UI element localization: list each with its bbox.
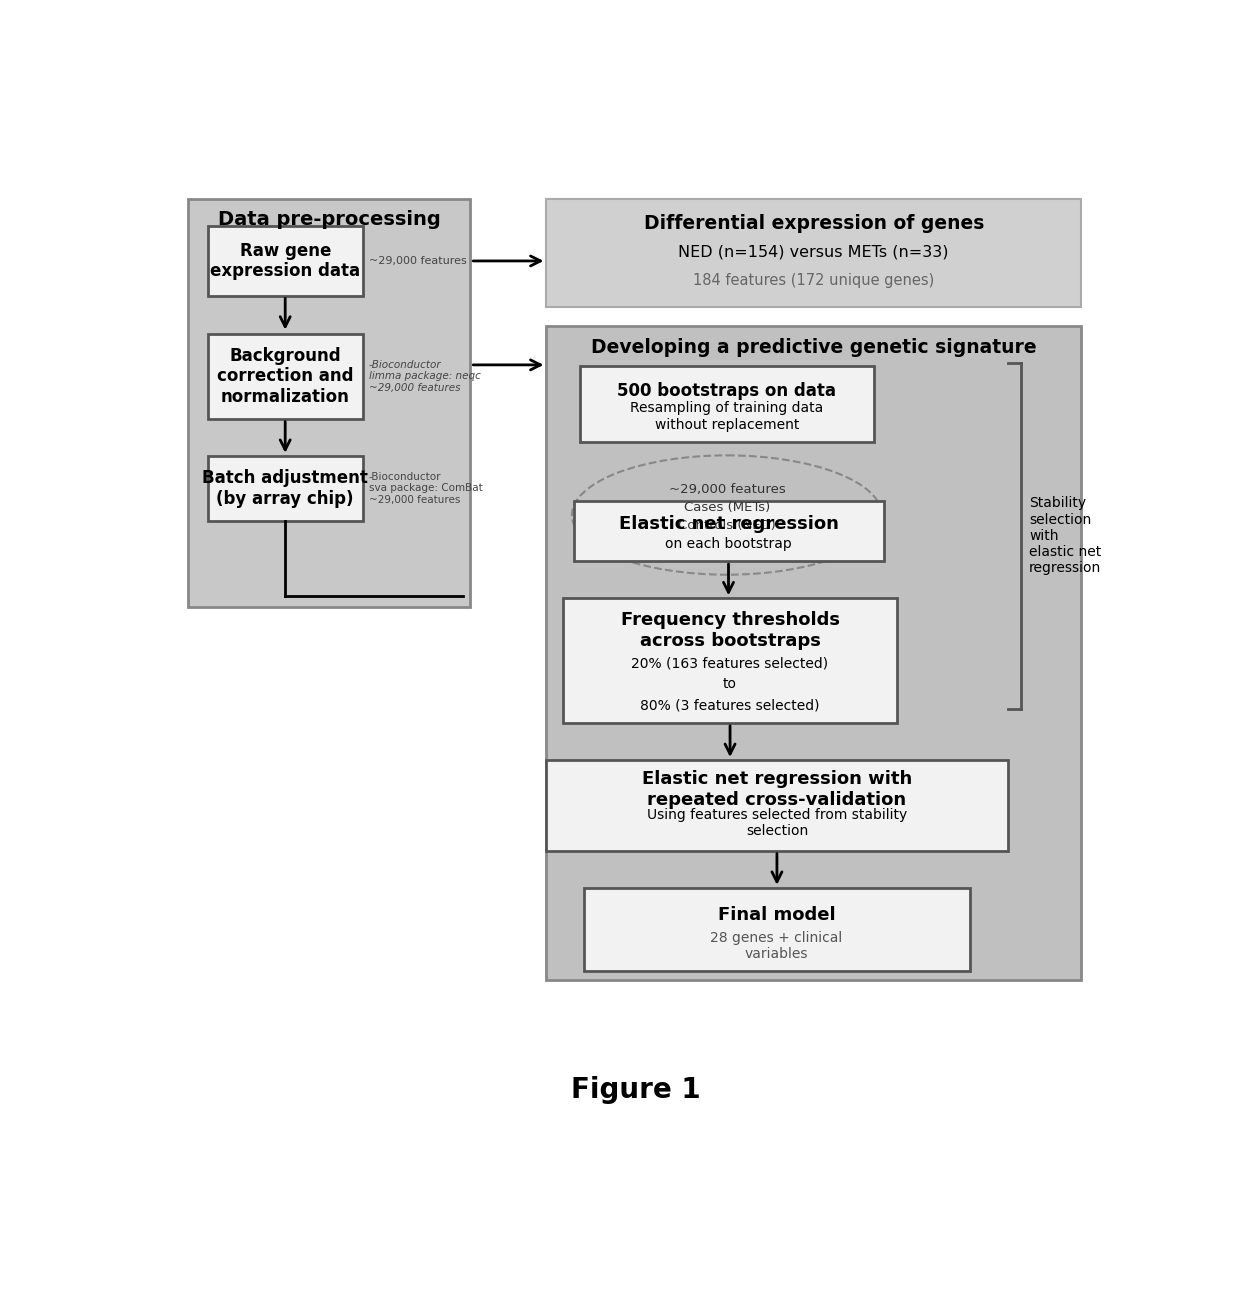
Bar (547, 761, 1007, 851)
Bar (580, 366, 874, 442)
Text: -Bioconductor
sva package: ComBat
~29,000 features: -Bioconductor sva package: ComBat ~29,00… (370, 472, 482, 505)
Text: Resampling of training data
without replacement: Resampling of training data without repl… (630, 401, 823, 432)
Text: Elastic net regression: Elastic net regression (619, 516, 838, 534)
Text: Elastic net regression with
repeated cross-validation: Elastic net regression with repeated cro… (642, 770, 913, 808)
Text: ~29,000 features
Cases (METs)
Controls (NED): ~29,000 features Cases (METs) Controls (… (668, 483, 785, 532)
Bar (187, 200, 470, 607)
Text: Background
correction and
normalization: Background correction and normalization (217, 347, 353, 406)
Bar (547, 326, 1081, 980)
Text: 28 genes + clinical
variables: 28 genes + clinical variables (711, 931, 843, 962)
Bar (573, 501, 883, 561)
Text: ~29,000 features: ~29,000 features (370, 257, 466, 266)
Bar (207, 227, 362, 295)
Text: Batch adjustment
(by array chip): Batch adjustment (by array chip) (202, 469, 368, 508)
Bar (207, 334, 362, 419)
Text: Stability
selection
with
elastic net
regression: Stability selection with elastic net reg… (1029, 496, 1101, 575)
Text: -Bioconductor
limma package: neqc
~29,000 features: -Bioconductor limma package: neqc ~29,00… (370, 360, 481, 393)
Bar (584, 888, 970, 971)
Text: Data pre-processing: Data pre-processing (217, 210, 440, 229)
Bar (563, 598, 897, 723)
Text: 20% (163 features selected)
to
80% (3 features selected): 20% (163 features selected) to 80% (3 fe… (631, 657, 828, 712)
Bar (547, 200, 1081, 307)
Text: on each bootstrap: on each bootstrap (665, 538, 792, 552)
Text: Final model: Final model (718, 906, 836, 924)
Text: Developing a predictive genetic signature: Developing a predictive genetic signatur… (591, 338, 1037, 357)
Text: Differential expression of genes: Differential expression of genes (644, 214, 983, 233)
Text: Frequency thresholds
across bootstraps: Frequency thresholds across bootstraps (620, 611, 839, 650)
Text: 184 features (172 unique genes): 184 features (172 unique genes) (693, 273, 935, 287)
Text: NED (n=154) versus METs (n=33): NED (n=154) versus METs (n=33) (678, 244, 949, 259)
Text: 500 bootstraps on data: 500 bootstraps on data (618, 382, 837, 400)
Text: Raw gene
expression data: Raw gene expression data (210, 241, 361, 280)
Bar (207, 456, 362, 521)
Text: Using features selected from stability
selection: Using features selected from stability s… (647, 808, 908, 838)
Text: Figure 1: Figure 1 (570, 1076, 701, 1105)
